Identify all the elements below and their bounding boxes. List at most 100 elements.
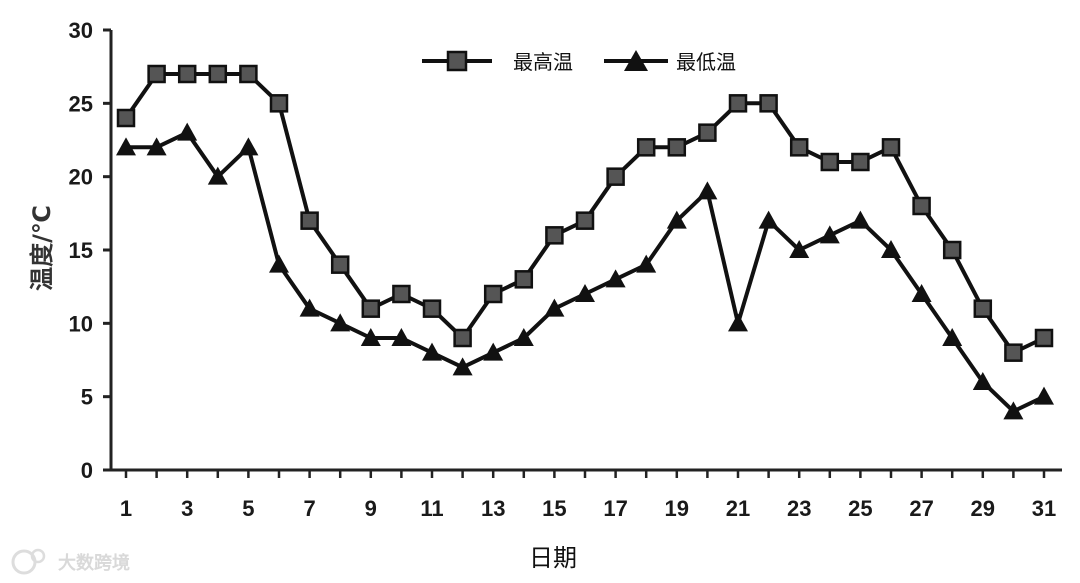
y-tick-label: 30 <box>69 18 93 43</box>
x-tick-label: 17 <box>603 496 627 521</box>
data-point-max <box>973 299 993 318</box>
data-point-min <box>697 181 718 200</box>
data-point-max <box>1034 328 1054 348</box>
data-point-max <box>789 138 809 157</box>
y-axis-ticks: 0 5 10 15 20 25 30 <box>69 18 111 483</box>
series-layer <box>116 64 1054 420</box>
legend-label-min: 最低温 <box>676 50 736 74</box>
data-point-max <box>208 64 228 84</box>
data-point-min <box>850 210 871 229</box>
y-tick-label: 20 <box>69 165 93 190</box>
data-point-min <box>1003 401 1024 420</box>
data-point-max <box>759 94 778 113</box>
data-point-min <box>513 328 534 346</box>
series-min <box>116 122 1054 420</box>
data-point-max <box>575 211 595 230</box>
data-point-max <box>606 167 625 186</box>
data-point-max <box>483 284 503 304</box>
data-point-min <box>789 240 810 258</box>
legend-item-max: 最高温 <box>422 50 573 74</box>
data-point-min <box>238 137 259 156</box>
data-point-min <box>146 137 167 156</box>
data-point-max <box>820 152 840 172</box>
data-point-min <box>972 372 993 390</box>
data-point-min <box>483 342 504 361</box>
x-tick-label: 27 <box>909 496 933 521</box>
data-point-min <box>544 298 565 317</box>
x-tick-label: 11 <box>420 496 443 521</box>
y-tick-label: 0 <box>81 458 93 483</box>
data-point-min <box>758 210 779 229</box>
data-point-max <box>239 64 258 84</box>
data-point-min <box>605 269 626 288</box>
watermark-logo-dot-icon <box>30 548 46 564</box>
data-point-min <box>911 284 932 302</box>
x-axis-label: 日期 <box>529 544 577 572</box>
data-point-max <box>422 299 442 318</box>
x-tick-label: 31 <box>1032 496 1056 521</box>
data-point-min <box>177 122 198 141</box>
data-point-min <box>360 328 381 346</box>
data-point-max <box>881 138 901 157</box>
x-tick-label: 1 <box>120 496 132 521</box>
data-point-max <box>514 270 534 289</box>
data-point-max <box>667 138 687 157</box>
series-max <box>116 64 1054 362</box>
data-point-min <box>299 298 320 317</box>
y-tick-label: 15 <box>69 238 93 263</box>
data-point-max <box>300 211 319 230</box>
x-tick-label: 23 <box>787 496 811 521</box>
data-point-max <box>116 108 136 128</box>
data-point-max <box>269 94 289 113</box>
data-point-min <box>728 313 748 332</box>
x-axis-ticks: 1 3 5 7 9 11 13 15 17 19 21 23 25 27 29 31 <box>120 470 1056 521</box>
data-point-max <box>636 138 656 157</box>
data-point-min <box>1034 386 1054 405</box>
data-point-max <box>330 255 350 274</box>
x-tick-label: 21 <box>726 496 750 521</box>
data-point-max <box>361 299 381 318</box>
x-tick-label: 3 <box>181 496 193 521</box>
legend-marker-max <box>446 50 468 72</box>
data-point-max <box>698 123 717 142</box>
legend-item-min: 最低温 <box>604 50 736 74</box>
y-tick-label: 10 <box>69 311 93 336</box>
data-point-max <box>177 64 197 84</box>
x-tick-label: 15 <box>542 496 566 521</box>
watermark: 大数跨境 <box>11 548 130 575</box>
data-point-min <box>391 328 412 346</box>
data-point-min <box>881 240 901 258</box>
x-tick-label: 13 <box>481 496 505 521</box>
data-point-max <box>728 94 748 113</box>
data-point-max <box>545 226 564 245</box>
data-point-max <box>147 64 166 84</box>
watermark-text: 大数跨境 <box>58 552 130 574</box>
x-tick-label: 29 <box>971 496 995 521</box>
data-point-max <box>942 240 962 260</box>
x-tick-label: 19 <box>665 496 689 521</box>
axes <box>109 30 1062 472</box>
x-tick-label: 9 <box>365 496 377 521</box>
data-point-min <box>269 254 289 273</box>
x-tick-label: 5 <box>242 496 254 521</box>
y-axis-label: 温度/℃ <box>28 205 56 291</box>
legend-label-max: 最高温 <box>513 50 573 74</box>
x-tick-label: 7 <box>303 496 315 521</box>
data-point-max <box>912 196 931 216</box>
y-tick-label: 25 <box>69 91 93 116</box>
data-point-min <box>819 225 840 244</box>
data-point-max <box>453 328 472 348</box>
data-point-min <box>207 166 228 185</box>
data-point-max <box>392 284 411 304</box>
data-point-max <box>851 152 870 172</box>
legend-marker-min <box>624 50 648 71</box>
data-point-min <box>636 254 657 273</box>
y-tick-label: 5 <box>81 385 93 410</box>
data-point-min <box>422 342 442 361</box>
legend: 最高温 最低温 <box>422 50 736 74</box>
data-point-min <box>666 210 687 229</box>
data-point-min <box>330 313 351 332</box>
data-point-max <box>1004 343 1023 362</box>
data-point-min <box>452 357 473 376</box>
